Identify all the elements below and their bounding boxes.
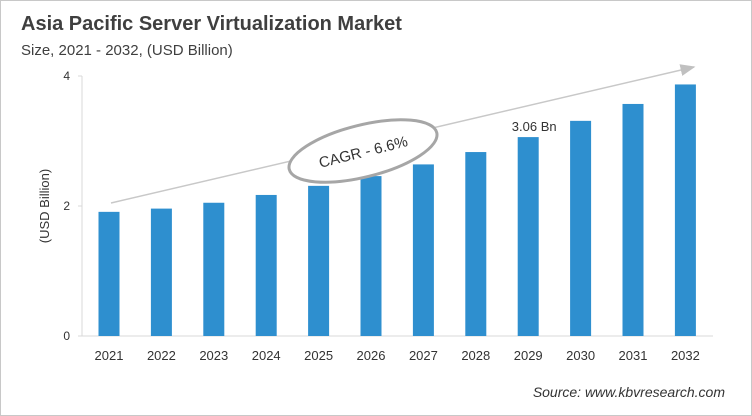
y-tick-label: 0 xyxy=(63,329,70,343)
bar-2029 xyxy=(517,137,539,336)
x-tick-label: 2022 xyxy=(147,348,176,363)
bar-2028 xyxy=(465,152,487,336)
x-tick-label: 2024 xyxy=(252,348,281,363)
x-tick-label: 2031 xyxy=(619,348,648,363)
bar-2026 xyxy=(360,176,382,336)
chart-title: Asia Pacific Server Virtualization Marke… xyxy=(21,13,402,35)
x-tick-label: 2030 xyxy=(566,348,595,363)
x-tick-label: 2026 xyxy=(357,348,386,363)
x-tick-label: 2023 xyxy=(199,348,228,363)
bar-2021 xyxy=(98,211,120,336)
x-tick-label: 2025 xyxy=(304,348,333,363)
bar-2027 xyxy=(412,164,434,336)
bar-2032 xyxy=(674,84,696,336)
y-tick-label: 4 xyxy=(63,69,70,83)
x-tick-label: 2028 xyxy=(461,348,490,363)
bar-2022 xyxy=(150,208,172,336)
bar-2031 xyxy=(622,103,644,336)
x-tick-label: 2027 xyxy=(409,348,438,363)
x-tick-label: 2032 xyxy=(671,348,700,363)
cagr-ellipse xyxy=(287,118,439,184)
y-tick-label: 2 xyxy=(63,199,70,213)
chart-subtitle: Size, 2021 - 2032, (USD Billion) xyxy=(21,42,233,59)
bar-2024 xyxy=(255,194,277,336)
y-axis-label: (USD Billion) xyxy=(37,169,52,243)
source-note: Source: www.kbvresearch.com xyxy=(532,384,725,400)
bar-2025 xyxy=(308,185,330,336)
x-tick-label: 2021 xyxy=(95,348,124,363)
data-label: 3.06 Bn xyxy=(512,119,557,134)
bar-2023 xyxy=(203,202,225,336)
bar-2030 xyxy=(570,120,592,336)
x-tick-label: 2029 xyxy=(514,348,543,363)
